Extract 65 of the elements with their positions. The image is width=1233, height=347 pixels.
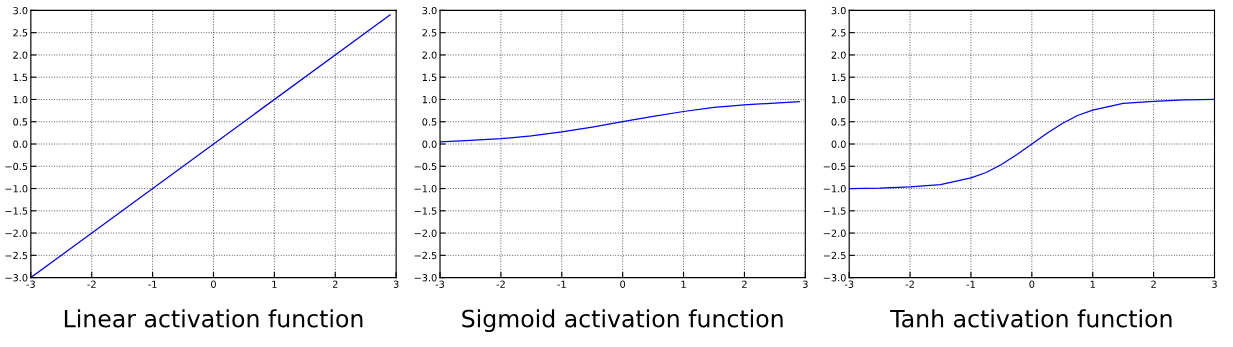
x-tick-label: -1 [148, 280, 157, 288]
y-tick-label: −1.5 [414, 207, 437, 215]
y-tick-label: −2.5 [5, 251, 28, 260]
x-tick-label: 2 [332, 280, 338, 288]
x-tick-label: 0 [620, 280, 626, 288]
y-tick-label: 2.0 [13, 51, 28, 59]
y-tick-label: −3.0 [823, 274, 846, 282]
y-tick-label: 1.0 [13, 95, 28, 104]
x-tick-label: 1 [681, 280, 686, 288]
x-tick-label: 3 [802, 280, 808, 288]
x-tick-label: 2 [1151, 280, 1156, 288]
x-tick-label: -2 [496, 280, 505, 288]
x-tick-label: -2 [905, 280, 914, 288]
x-tick-label: 2 [742, 280, 747, 288]
y-tick-label: 1.0 [422, 95, 437, 104]
y-tick-label: 1.5 [832, 73, 846, 82]
y-tick-label: 0.0 [831, 140, 846, 148]
x-tick-label: -3 [844, 280, 854, 288]
y-tick-label: −1.5 [5, 207, 28, 215]
y-tick-label: 0.5 [422, 118, 437, 126]
y-tick-label: −3.0 [414, 274, 437, 282]
y-tick-label: 0.0 [13, 140, 28, 148]
x-tick-label: -1 [557, 280, 566, 288]
line-series [849, 98, 1215, 190]
x-tick-label: 0 [211, 280, 216, 288]
y-tick-label: −0.5 [414, 162, 437, 171]
y-tick-label: 1.0 [832, 95, 846, 104]
y-tick-label: 3.0 [831, 6, 846, 15]
y-tick-label: −2.0 [414, 229, 437, 237]
y-tick-label: 3.0 [422, 6, 437, 15]
y-tick-label: −2.0 [823, 229, 846, 237]
x-tick-label: -3 [435, 280, 445, 288]
x-tick-label: 1 [1090, 280, 1095, 288]
y-tick-label: 2.5 [13, 29, 28, 37]
y-tick-label: 2.0 [422, 51, 437, 59]
y-tick-label: 1.5 [13, 73, 28, 82]
x-tick-label: 3 [393, 280, 399, 288]
y-tick-label: −1.0 [823, 185, 846, 193]
x-tick-label: -3 [26, 280, 35, 288]
x-axis-title: Linear activation function [64, 309, 363, 328]
y-tick-label: −2.5 [414, 251, 437, 260]
x-axis-title: Tanh activation function [890, 309, 1172, 328]
x-axis-title: Sigmoid activation function [462, 309, 783, 333]
y-tick-label: 2.5 [422, 29, 437, 37]
y-tick-label: −0.5 [823, 162, 846, 171]
y-tick-label: 2.5 [831, 29, 846, 37]
x-tick-label: -2 [87, 280, 96, 288]
x-tick-label: 3 [1212, 280, 1217, 288]
y-tick-label: 0.0 [422, 140, 437, 148]
y-tick-label: −1.0 [414, 185, 437, 193]
x-tick-label: -1 [966, 280, 975, 288]
y-tick-label: −0.5 [5, 162, 28, 171]
y-tick-label: 0.5 [13, 118, 28, 126]
y-tick-label: 0.5 [831, 118, 846, 126]
y-tick-label: 2.0 [831, 51, 846, 59]
y-tick-label: 3.0 [13, 6, 28, 15]
y-tick-label: −2.5 [823, 251, 846, 260]
y-tick-label: 1.5 [422, 73, 437, 82]
y-tick-label: −2.0 [5, 229, 28, 237]
x-tick-label: 1 [272, 280, 277, 288]
y-tick-label: −1.5 [823, 207, 846, 215]
y-tick-label: −1.0 [5, 185, 28, 193]
x-tick-label: 0 [1029, 280, 1035, 288]
y-tick-label: −3.0 [5, 274, 28, 282]
line-series [440, 101, 800, 143]
